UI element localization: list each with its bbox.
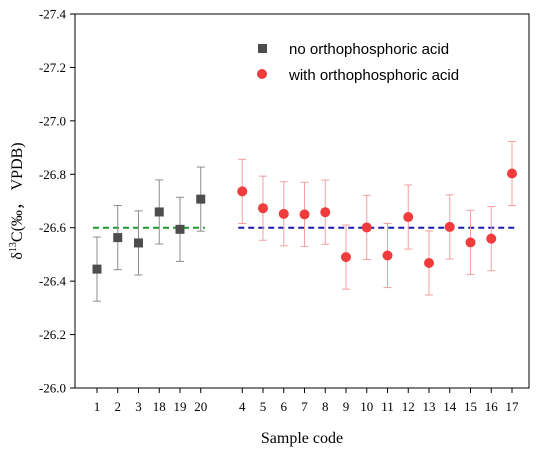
legend-label-with-acid: with orthophosphoric acid: [288, 67, 459, 84]
x-tick-label: 18: [153, 399, 166, 414]
legend-marker-no-acid: [258, 44, 267, 53]
x-tick-label: 2: [115, 399, 122, 414]
data-series: [92, 140, 517, 302]
y-axis-title-delta: δ: [9, 252, 26, 260]
point-with-acid-16: [486, 233, 497, 244]
point-with-acid-9: [341, 252, 351, 263]
point-with-acid-10: [361, 222, 372, 233]
y-tick-label: -27.4: [39, 7, 67, 22]
x-tick-label: 20: [194, 399, 207, 414]
x-tick-label: 12: [402, 399, 415, 414]
x-tick-label: 8: [322, 399, 329, 414]
x-tick-label: 19: [174, 399, 187, 414]
x-axis-title: Sample code: [261, 430, 343, 447]
x-tick-label: 6: [281, 399, 288, 414]
y-axis-title-superscript: 13: [8, 242, 19, 252]
point-with-acid-17: [507, 168, 517, 179]
point-with-acid-4: [237, 186, 248, 197]
point-no-acid-20: [196, 194, 206, 204]
y-tick-label: -27.0: [39, 113, 66, 128]
legend-label-no-acid: no orthophosphoric acid: [289, 41, 449, 58]
y-tick-label: -26.0: [39, 381, 66, 396]
x-axis: 1 2 3 18 19 20 4 5 6 7 8 9 10 11 12 13 14 15 16 17: [94, 388, 519, 414]
x-tick-label: 5: [260, 399, 267, 414]
x-tick-label: 13: [423, 399, 436, 414]
x-tick-label: 17: [506, 399, 520, 414]
point-no-acid-3: [134, 238, 143, 248]
legend: no orthophosphoric acid with orthophosph…: [257, 41, 459, 84]
point-with-acid-8: [320, 207, 331, 218]
y-tick-label: -26.4: [39, 274, 67, 289]
point-no-acid-18: [154, 207, 164, 217]
point-with-acid-15: [465, 237, 476, 248]
point-with-acid-6: [278, 208, 289, 219]
y-axis-title-rest: C(‰， VPDB): [9, 142, 26, 242]
y-tick-label: -27.2: [39, 60, 66, 75]
y-tick-label: -26.8: [39, 167, 66, 182]
point-with-acid-12: [403, 212, 414, 223]
x-tick-label: 15: [464, 399, 477, 414]
x-tick-label: 16: [485, 399, 499, 414]
y-axis: -26.0 -26.2 -26.4 -26.6 -26.8 -27.0 -27.2 -27.4: [39, 7, 75, 396]
x-tick-label: 14: [443, 399, 457, 414]
y-axis-title: δ13C(‰， VPDB): [8, 142, 26, 259]
x-tick-label: 10: [360, 399, 373, 414]
point-with-acid-7: [299, 209, 310, 220]
y-tick-label: -26.6: [39, 220, 67, 235]
x-tick-label: 9: [343, 399, 350, 414]
point-with-acid-5: [258, 203, 268, 214]
plot-frame: [74, 13, 530, 389]
x-tick-label: 4: [239, 399, 246, 414]
point-with-acid-13: [424, 257, 434, 268]
x-tick-label: 11: [381, 399, 394, 414]
x-tick-label: 3: [135, 399, 142, 414]
point-no-acid-2: [113, 233, 123, 243]
point-no-acid-19: [175, 224, 185, 234]
x-tick-label: 1: [94, 399, 101, 414]
legend-marker-with-acid: [257, 69, 267, 79]
point-with-acid-14: [444, 221, 455, 232]
x-tick-label: 7: [301, 399, 308, 414]
y-tick-label: -26.2: [39, 327, 66, 342]
point-no-acid-1: [92, 264, 102, 274]
point-with-acid-11: [382, 250, 393, 261]
